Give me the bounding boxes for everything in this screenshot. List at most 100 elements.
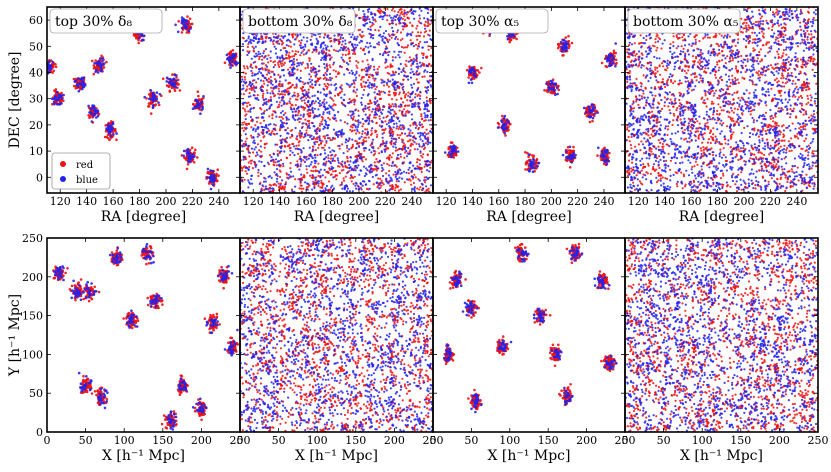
point-blue bbox=[323, 149, 326, 152]
point-blue bbox=[416, 89, 419, 92]
point-blue bbox=[392, 17, 395, 20]
point-red bbox=[340, 169, 343, 172]
point-blue bbox=[374, 97, 377, 100]
point-red bbox=[301, 89, 305, 92]
point-blue bbox=[410, 83, 413, 86]
point-red bbox=[360, 86, 364, 89]
point-blue bbox=[261, 132, 265, 135]
point-blue bbox=[415, 54, 418, 57]
point-red bbox=[243, 178, 246, 181]
point-blue bbox=[349, 40, 352, 44]
point-blue bbox=[278, 96, 281, 99]
point-blue bbox=[351, 190, 354, 193]
point-red bbox=[256, 94, 259, 97]
point-red bbox=[328, 137, 331, 140]
point-blue bbox=[393, 50, 396, 53]
point-blue bbox=[315, 128, 318, 131]
point-red bbox=[273, 183, 276, 186]
point-red bbox=[568, 151, 572, 155]
point-blue bbox=[367, 66, 370, 69]
point-blue bbox=[399, 124, 402, 127]
point-red bbox=[335, 178, 338, 181]
point-blue bbox=[309, 43, 312, 46]
point-blue bbox=[240, 139, 243, 142]
x-tick-label: 180 bbox=[322, 195, 343, 208]
point-blue bbox=[360, 155, 363, 158]
point-blue bbox=[307, 95, 310, 99]
point-blue bbox=[325, 73, 328, 76]
point-blue bbox=[173, 73, 177, 77]
point-blue bbox=[326, 36, 329, 39]
point-red bbox=[274, 94, 277, 97]
point-red bbox=[284, 181, 288, 184]
point-blue bbox=[338, 144, 341, 147]
point-blue bbox=[405, 149, 408, 153]
point-blue bbox=[310, 62, 313, 65]
point-red bbox=[269, 96, 272, 99]
point-red bbox=[248, 155, 251, 158]
point-blue bbox=[279, 57, 282, 60]
point-blue bbox=[429, 141, 432, 144]
point-blue bbox=[426, 108, 429, 111]
point-blue bbox=[341, 164, 344, 167]
point-red bbox=[258, 58, 261, 61]
point-blue bbox=[370, 151, 373, 154]
point-blue bbox=[279, 111, 283, 114]
point-blue bbox=[332, 176, 335, 179]
point-red bbox=[403, 51, 406, 54]
point-red bbox=[388, 164, 391, 167]
point-blue bbox=[349, 84, 352, 87]
point-blue bbox=[400, 50, 403, 53]
point-blue bbox=[400, 70, 403, 74]
point-red bbox=[243, 165, 246, 168]
point-blue bbox=[308, 78, 311, 81]
point-red bbox=[72, 77, 76, 81]
point-red bbox=[515, 37, 518, 41]
point-red bbox=[247, 101, 250, 104]
point-red bbox=[283, 121, 286, 125]
point-blue bbox=[383, 41, 386, 44]
point-red bbox=[353, 129, 356, 132]
point-blue bbox=[254, 97, 257, 100]
point-red bbox=[394, 92, 397, 95]
point-red bbox=[294, 98, 298, 101]
point-red bbox=[277, 103, 281, 106]
point-red bbox=[386, 78, 390, 81]
point-red bbox=[398, 93, 401, 96]
point-blue bbox=[368, 148, 371, 151]
point-blue bbox=[340, 46, 343, 49]
point-blue bbox=[313, 141, 316, 144]
point-blue bbox=[329, 76, 332, 79]
point-red bbox=[349, 125, 352, 128]
point-blue bbox=[276, 177, 279, 180]
point-blue bbox=[352, 169, 355, 172]
point-blue bbox=[312, 136, 315, 139]
point-red bbox=[361, 76, 364, 79]
point-blue bbox=[421, 187, 425, 190]
point-blue bbox=[333, 150, 336, 153]
point-red bbox=[244, 72, 247, 75]
point-blue bbox=[264, 69, 267, 72]
point-blue bbox=[270, 103, 273, 106]
point-blue bbox=[365, 73, 368, 76]
point-red bbox=[246, 45, 249, 49]
point-blue bbox=[206, 167, 210, 171]
point-blue bbox=[308, 124, 311, 127]
point-red bbox=[288, 55, 291, 58]
point-red bbox=[316, 79, 319, 82]
point-blue bbox=[323, 105, 326, 108]
point-blue bbox=[309, 38, 312, 42]
point-red bbox=[357, 61, 360, 64]
point-blue bbox=[426, 11, 429, 15]
point-red bbox=[324, 162, 327, 165]
point-blue bbox=[398, 56, 401, 59]
point-red bbox=[327, 116, 330, 119]
point-blue bbox=[249, 81, 252, 84]
point-red bbox=[326, 86, 329, 89]
point-blue bbox=[81, 82, 84, 86]
point-blue bbox=[368, 42, 371, 45]
point-red bbox=[335, 49, 338, 52]
point-blue bbox=[282, 100, 285, 103]
point-blue bbox=[342, 103, 345, 106]
point-blue bbox=[351, 33, 354, 36]
